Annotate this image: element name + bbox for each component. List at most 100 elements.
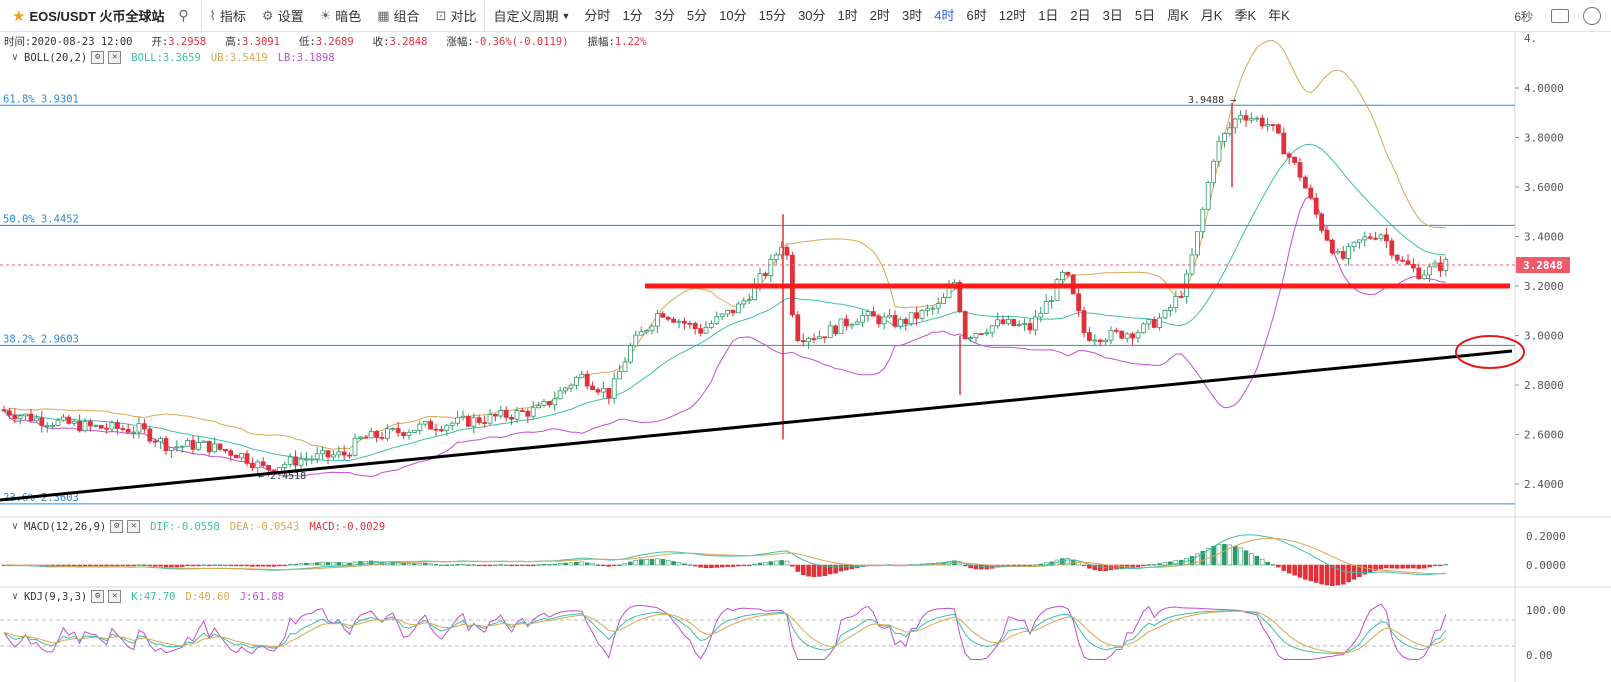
gear-icon[interactable] bbox=[1583, 7, 1601, 25]
macd-bar bbox=[1135, 564, 1141, 568]
macd-bar bbox=[1070, 559, 1076, 566]
candle-body bbox=[1421, 274, 1427, 280]
settings-icon[interactable]: ⚙ bbox=[110, 520, 124, 533]
candle-body bbox=[1330, 239, 1335, 254]
period-12[interactable]: 12时 bbox=[998, 7, 1027, 23]
candle-body bbox=[492, 414, 498, 417]
candle-body bbox=[271, 469, 277, 473]
camera-icon[interactable] bbox=[1551, 9, 1569, 23]
candle-body bbox=[249, 462, 255, 469]
period-2[interactable]: 3分 bbox=[654, 7, 675, 23]
candle-body bbox=[1103, 339, 1108, 343]
macd-bar bbox=[71, 564, 77, 567]
macd-bar bbox=[849, 564, 855, 570]
close-icon[interactable]: ✕ bbox=[108, 51, 122, 64]
macd-bar bbox=[466, 564, 471, 566]
candle-body bbox=[401, 432, 407, 436]
period-10[interactable]: 4时 bbox=[934, 7, 955, 23]
candle-body bbox=[860, 314, 865, 323]
close-icon[interactable]: ✕ bbox=[108, 590, 122, 603]
macd-bar bbox=[1319, 564, 1324, 585]
collapse-icon[interactable]: ∨ bbox=[12, 52, 19, 63]
candle-body bbox=[303, 458, 309, 461]
candle-body bbox=[935, 303, 941, 309]
candle-body bbox=[644, 330, 649, 333]
period-3[interactable]: 5分 bbox=[686, 7, 708, 23]
price-tick-label: 3.6000 bbox=[1524, 181, 1564, 194]
macd-bar bbox=[304, 563, 309, 566]
candle-body bbox=[1065, 271, 1071, 276]
period-8[interactable]: 2时 bbox=[869, 7, 891, 23]
user-drawings[interactable] bbox=[0, 283, 1525, 502]
macd-bar bbox=[1286, 564, 1292, 574]
macd-bar bbox=[282, 564, 288, 567]
indicators-button[interactable]: ⌇ 指标 bbox=[209, 7, 246, 25]
period-19[interactable]: 季K bbox=[1234, 7, 1257, 23]
macd-bar bbox=[768, 561, 774, 566]
candle-body bbox=[147, 428, 153, 442]
macd-bar bbox=[644, 559, 649, 566]
period-5[interactable]: 15分 bbox=[758, 7, 787, 23]
period-4[interactable]: 10分 bbox=[719, 7, 747, 23]
period-9[interactable]: 3时 bbox=[902, 7, 923, 23]
symbol-selector[interactable]: ★ EOS/USDT 火币全球站 bbox=[0, 0, 173, 32]
fibonacci-levels: 61.8% 3.9301 50.0% 3.4452 38.2% 2.9603 23.6… bbox=[0, 93, 1515, 505]
period-1[interactable]: 1分 bbox=[622, 7, 643, 23]
macd-bar bbox=[98, 564, 104, 567]
settings-button[interactable]: ⚙ 设置 bbox=[261, 7, 304, 25]
period-16[interactable]: 5日 bbox=[1134, 7, 1156, 23]
period-14[interactable]: 2日 bbox=[1070, 7, 1091, 23]
candle-body bbox=[898, 318, 903, 327]
candle-body bbox=[71, 420, 77, 424]
macd-bar bbox=[201, 564, 207, 566]
period-0[interactable]: 分时 bbox=[584, 7, 611, 23]
candle-body bbox=[1427, 266, 1432, 276]
period-18[interactable]: 月K bbox=[1200, 7, 1223, 23]
custom-period-dropdown[interactable]: 自定义周期 ▼ bbox=[493, 9, 571, 24]
dark-mode-button[interactable]: ☀ 暗色 bbox=[319, 7, 362, 25]
star-icon[interactable]: ★ bbox=[12, 7, 26, 25]
macd-bar bbox=[50, 564, 55, 567]
settings-icon[interactable]: ⚙ bbox=[91, 590, 105, 603]
macd-bar bbox=[1378, 564, 1384, 570]
macd-bar bbox=[649, 559, 655, 566]
fib-label: 23.6% 2.3603 bbox=[3, 492, 79, 504]
candle-body bbox=[1340, 251, 1346, 259]
macd-bar bbox=[439, 564, 444, 566]
period-15[interactable]: 3日 bbox=[1102, 7, 1123, 23]
macd-bar bbox=[142, 564, 147, 566]
period-17[interactable]: 周K bbox=[1167, 7, 1189, 23]
candle-body bbox=[1432, 262, 1438, 268]
macd-bar bbox=[979, 564, 984, 570]
settings-icon[interactable]: ⚙ bbox=[91, 51, 105, 64]
candle-body bbox=[17, 415, 23, 420]
period-11[interactable]: 6时 bbox=[966, 7, 987, 23]
macd-bar bbox=[730, 564, 736, 567]
price-tick-label: 3.4000 bbox=[1524, 231, 1564, 244]
close-icon[interactable]: ✕ bbox=[127, 520, 141, 533]
macd-bar bbox=[455, 564, 460, 566]
combo-button[interactable]: ▦ 组合 bbox=[377, 7, 420, 25]
macd-bar bbox=[39, 564, 45, 567]
boll-mid bbox=[3, 143, 1446, 462]
candle-body bbox=[1097, 339, 1103, 343]
period-6[interactable]: 30分 bbox=[798, 7, 826, 23]
period-7[interactable]: 1时 bbox=[837, 7, 858, 23]
macd-bar bbox=[433, 564, 439, 566]
macd-bar bbox=[93, 564, 99, 567]
macd-bar bbox=[557, 563, 563, 566]
compare-button[interactable]: ⊡ 对比 bbox=[435, 7, 477, 25]
macd-bar bbox=[865, 564, 871, 567]
collapse-icon[interactable]: ∨ bbox=[12, 521, 19, 532]
period-20[interactable]: 年K bbox=[1268, 7, 1290, 23]
candle-body bbox=[595, 389, 601, 393]
collapse-icon[interactable]: ∨ bbox=[12, 591, 19, 602]
combo-icon: ▦ bbox=[377, 7, 390, 23]
search-icon[interactable]: ⚲ bbox=[178, 7, 189, 23]
period-13[interactable]: 1日 bbox=[1038, 7, 1059, 23]
candle-body bbox=[12, 414, 18, 420]
price-tick-label: 2.4000 bbox=[1524, 478, 1564, 491]
macd-bar bbox=[687, 564, 693, 566]
refresh-interval[interactable]: 6秒 bbox=[1514, 9, 1533, 24]
